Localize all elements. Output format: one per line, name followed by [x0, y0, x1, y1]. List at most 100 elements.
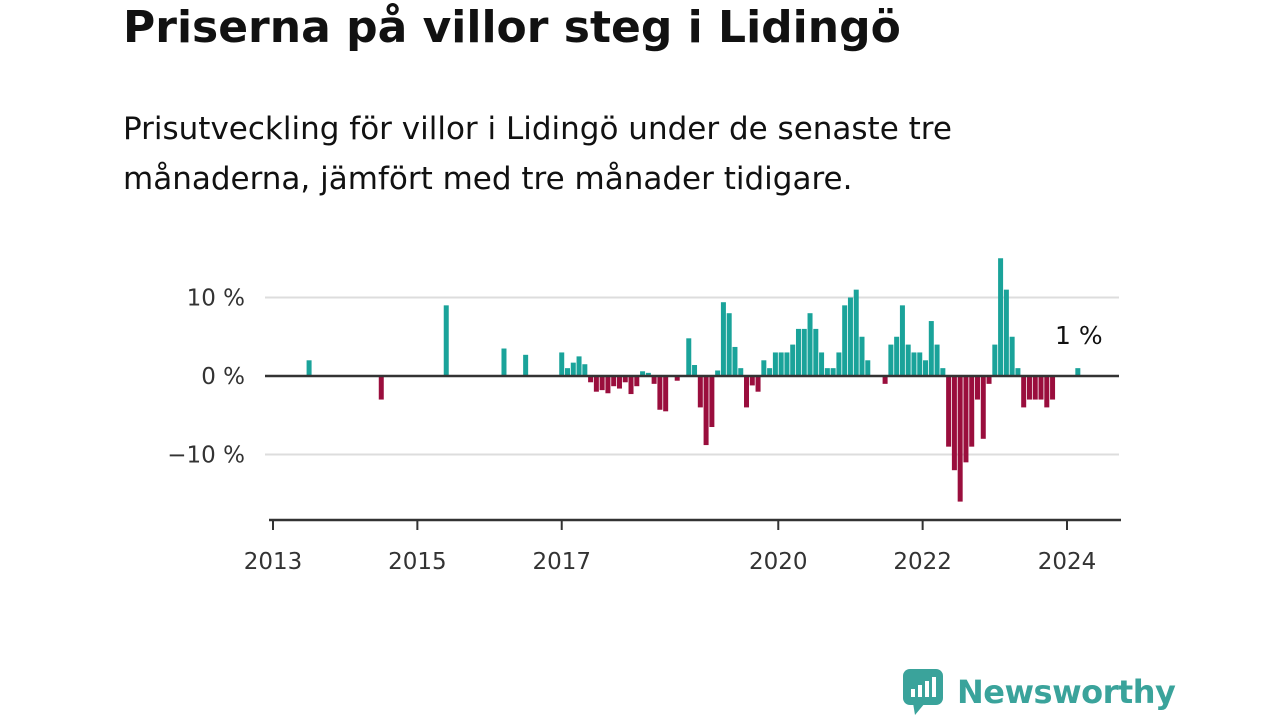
bar [761, 360, 767, 376]
x-tick-label: 2020 [749, 549, 808, 575]
bar [593, 376, 599, 392]
bar [917, 352, 923, 376]
bar [663, 376, 669, 412]
bar [744, 376, 750, 408]
bar [1075, 368, 1081, 376]
annotations: 1 % [1055, 321, 1103, 350]
bar [720, 302, 726, 376]
bar [651, 376, 657, 384]
bar [1009, 336, 1015, 376]
bar [836, 352, 842, 376]
bar [657, 376, 663, 410]
bar [501, 348, 507, 376]
bar [940, 368, 946, 376]
bar [980, 376, 986, 439]
gridlines [265, 296, 1119, 456]
bar [738, 368, 744, 376]
bar [807, 313, 813, 376]
bar [715, 370, 721, 376]
bar [813, 328, 819, 376]
bar [1032, 376, 1038, 400]
y-tick-label: 0 % [201, 364, 245, 390]
last-value-label: 1 % [1055, 321, 1103, 350]
chart-subtitle: Prisutveckling för villor i Lidingö unde… [123, 111, 952, 197]
bar-chart: 10 % 0 % −10 % 2013 2015 2017 2020 2022 2024 1 … [167, 258, 1121, 575]
bar [306, 360, 312, 376]
x-tick-label: 2022 [893, 549, 952, 575]
x-tick-label: 2015 [388, 549, 447, 575]
bar [726, 313, 732, 376]
bar [905, 344, 911, 376]
bar [974, 376, 980, 400]
y-axis: 10 % 0 % −10 % [167, 286, 245, 469]
bar [634, 376, 640, 387]
bar [640, 371, 646, 376]
bar [767, 368, 773, 376]
bar [1015, 368, 1021, 376]
bar [934, 344, 940, 376]
bar [576, 356, 582, 377]
bar [1026, 376, 1032, 400]
bar [888, 344, 894, 376]
bar [923, 360, 929, 376]
bar [778, 352, 784, 376]
bar [1050, 376, 1056, 400]
bar [703, 376, 709, 446]
bar [801, 328, 807, 376]
bar [692, 365, 698, 376]
bar [709, 376, 715, 428]
bar [616, 376, 622, 389]
bar [865, 360, 871, 376]
bar [986, 376, 992, 384]
bar [894, 336, 900, 376]
bar [697, 376, 703, 408]
bars [306, 258, 1081, 502]
bar [830, 368, 836, 376]
bar [570, 362, 576, 376]
bar [443, 305, 449, 376]
bar [969, 376, 975, 447]
brand-name: Newsworthy [957, 673, 1176, 711]
bar [378, 376, 384, 400]
bar-chart-speech-bubble-icon [903, 669, 943, 715]
bar [859, 336, 865, 376]
bar [523, 354, 529, 376]
newsworthy-logo: Newsworthy [903, 669, 1176, 715]
bar [1044, 376, 1050, 408]
bar [559, 352, 565, 376]
bar [963, 376, 969, 463]
bar [992, 344, 998, 376]
bar [628, 376, 634, 395]
bar [772, 352, 778, 376]
bar [1038, 376, 1044, 400]
bar [686, 338, 692, 376]
bar [749, 376, 755, 386]
bar [882, 376, 888, 384]
bar [645, 372, 651, 376]
x-axis: 2013 2015 2017 2020 2022 2024 [244, 518, 1121, 575]
bar [588, 376, 594, 383]
x-tick-label: 2024 [1038, 549, 1097, 575]
bar [795, 328, 801, 376]
bar [1021, 376, 1027, 408]
bar [755, 376, 761, 392]
bar [853, 289, 859, 376]
bar [1003, 289, 1009, 376]
bar [784, 352, 790, 376]
chart-title: Priserna på villor steg i Lidingö [123, 2, 901, 53]
y-tick-label: 10 % [187, 286, 245, 312]
bar [565, 368, 570, 376]
bar [911, 352, 917, 376]
x-tick-label: 2017 [532, 549, 591, 575]
bar [732, 346, 738, 376]
bar [582, 364, 588, 376]
bar [842, 305, 848, 376]
bar [674, 376, 680, 381]
bar [998, 258, 1004, 376]
bar [946, 376, 952, 447]
bar [899, 305, 905, 376]
bar [599, 376, 605, 391]
y-tick-label: −10 % [167, 443, 245, 469]
bar [847, 297, 853, 376]
bar [824, 368, 830, 376]
